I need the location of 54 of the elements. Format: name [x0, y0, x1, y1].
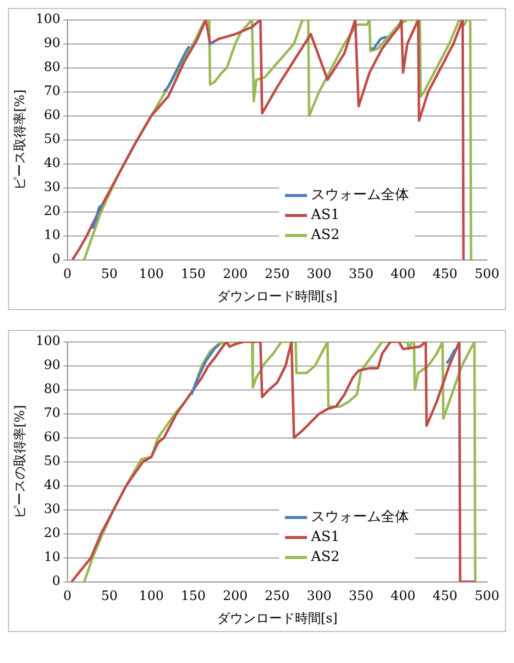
y-axis-title: ピースの取得率[%] — [12, 405, 28, 519]
y-tick-label: 50 — [44, 132, 60, 148]
y-tick-label: 90 — [44, 36, 60, 52]
x-tick-label: 300 — [306, 588, 332, 604]
legend-label: スウォーム全体 — [311, 508, 409, 527]
x-tick-label: 100 — [138, 588, 164, 604]
y-tick-label: 100 — [36, 12, 60, 28]
y-tick-label: 0 — [52, 252, 60, 268]
y-tick-label: 70 — [44, 406, 60, 422]
x-axis-title: ダウンロード時間[s] — [216, 290, 338, 305]
y-tick-label: 20 — [44, 204, 60, 220]
x-tick-label: 50 — [101, 588, 118, 604]
legend-label: AS2 — [311, 548, 340, 567]
y-tick-label: 60 — [44, 108, 60, 124]
x-tick-label: 0 — [63, 266, 72, 282]
x-tick-label: 500 — [474, 266, 500, 282]
y-tick-label: 10 — [44, 228, 60, 244]
y-tick-label: 30 — [44, 502, 60, 518]
y-tick-label: 90 — [44, 358, 60, 374]
x-tick-label: 500 — [474, 588, 500, 604]
y-tick-label: 70 — [44, 84, 60, 100]
y-tick-label: 50 — [44, 454, 60, 470]
y-tick-label: 30 — [44, 180, 60, 196]
x-tick-label: 450 — [432, 588, 458, 604]
y-tick-label: 10 — [44, 550, 60, 566]
x-tick-label: 0 — [63, 588, 72, 604]
x-tick-label: 150 — [180, 266, 206, 282]
legend-label: AS1 — [311, 528, 340, 547]
x-tick-label: 50 — [101, 266, 118, 282]
y-tick-label: 20 — [44, 526, 60, 542]
x-tick-label: 350 — [348, 588, 374, 604]
y-tick-label: 80 — [44, 60, 60, 76]
y-tick-label: 100 — [36, 334, 60, 350]
x-tick-label: 350 — [348, 266, 374, 282]
y-tick-label: 0 — [52, 574, 60, 590]
y-tick-label: 60 — [44, 430, 60, 446]
x-tick-label: 250 — [264, 266, 290, 282]
x-tick-label: 200 — [222, 588, 248, 604]
x-tick-label: 450 — [432, 266, 458, 282]
y-tick-label: 40 — [44, 478, 60, 494]
y-tick-label: 40 — [44, 156, 60, 172]
y-tick-label: 80 — [44, 382, 60, 398]
x-axis-title: ダウンロード時間[s] — [216, 612, 338, 627]
legend-label: スウォーム全体 — [311, 186, 409, 205]
y-axis-title: ピース取得率[%] — [12, 90, 28, 190]
x-tick-label: 200 — [222, 266, 248, 282]
x-tick-label: 400 — [390, 588, 416, 604]
legend-label: AS1 — [311, 206, 340, 225]
x-tick-label: 150 — [180, 588, 206, 604]
x-tick-label: 400 — [390, 266, 416, 282]
x-tick-label: 100 — [138, 266, 164, 282]
legend-label: AS2 — [311, 226, 340, 245]
x-tick-label: 250 — [264, 588, 290, 604]
x-tick-label: 300 — [306, 266, 332, 282]
